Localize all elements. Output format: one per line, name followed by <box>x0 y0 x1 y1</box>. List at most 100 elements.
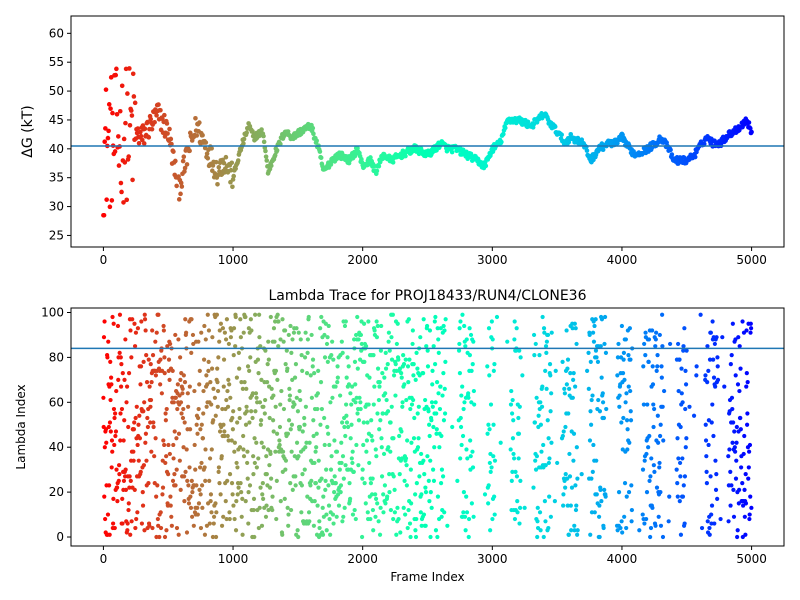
delta-g-point <box>156 102 161 107</box>
lambda-point <box>720 335 725 340</box>
lambda-point <box>325 335 330 340</box>
lambda-point <box>509 478 514 483</box>
lambda-point <box>265 362 270 367</box>
lambda-point <box>389 357 395 362</box>
lambda-point <box>392 510 397 515</box>
lambda-point <box>264 454 269 459</box>
lambda-point <box>264 503 269 508</box>
delta-g-point <box>127 66 132 71</box>
lambda-point <box>358 406 363 412</box>
lambda-point <box>293 474 298 479</box>
lambda-point <box>271 393 276 398</box>
lambda-point <box>381 510 386 515</box>
lambda-x-tick-label: 5000 <box>736 552 767 566</box>
lambda-point <box>232 440 237 445</box>
lambda-point <box>375 366 381 371</box>
lambda-point <box>128 478 133 483</box>
delta-g-point <box>136 141 142 146</box>
lambda-point <box>655 353 660 358</box>
lambda-point <box>391 436 396 441</box>
lambda-point <box>225 478 230 483</box>
lambda-point <box>294 326 299 331</box>
lambda-point <box>748 321 753 326</box>
lambda-point <box>640 467 646 472</box>
delta-g-point <box>103 126 108 131</box>
lambda-point <box>588 359 593 364</box>
lambda-point <box>458 456 463 461</box>
lambda-point <box>169 514 174 519</box>
lambda-point <box>376 519 381 524</box>
lambda-point <box>339 339 344 344</box>
lambda-point <box>302 422 307 427</box>
lambda-point <box>215 404 220 409</box>
lambda-point <box>541 442 546 448</box>
delta-g-point <box>566 139 572 145</box>
lambda-point <box>103 516 108 522</box>
lambda-point <box>199 422 204 427</box>
delta-g-point <box>223 154 229 160</box>
lambda-point <box>544 386 549 391</box>
lambda-point <box>256 525 261 531</box>
lambda-point <box>596 514 602 519</box>
lambda-point <box>171 400 176 405</box>
lambda-point <box>138 382 143 387</box>
lambda-point <box>404 463 409 468</box>
lambda-point <box>734 458 739 463</box>
delta-g-point <box>179 184 185 189</box>
lambda-point <box>675 494 680 499</box>
lambda-point <box>571 431 577 436</box>
lambda-point <box>346 424 351 430</box>
lambda-point <box>254 440 259 445</box>
lambda-point <box>125 521 130 526</box>
lambda-point <box>249 409 254 414</box>
lambda-point <box>135 442 140 448</box>
delta-g-point <box>141 141 147 146</box>
delta-g-point <box>109 198 115 203</box>
delta-g-point <box>184 162 190 167</box>
lambda-point <box>618 525 623 531</box>
lambda-point <box>628 357 633 362</box>
lambda-point <box>362 359 367 364</box>
lambda-point <box>438 326 443 331</box>
lambda-point <box>137 436 143 441</box>
lambda-point <box>381 451 387 457</box>
lambda-point <box>661 438 666 443</box>
lambda-point <box>464 337 469 342</box>
lambda-point <box>217 429 223 434</box>
lambda-point <box>224 317 230 322</box>
lambda-point <box>108 429 113 434</box>
lambda-point <box>715 496 720 501</box>
lambda-point <box>466 391 471 396</box>
lambda-point <box>143 440 148 445</box>
lambda-point <box>287 386 292 391</box>
lambda-point <box>544 339 549 344</box>
lambda-point <box>248 355 253 360</box>
lambda-point <box>401 362 407 367</box>
lambda-point <box>438 384 443 389</box>
lambda-point <box>319 406 324 412</box>
lambda-point <box>285 431 291 436</box>
lambda-point <box>199 330 204 335</box>
lambda-point <box>230 492 235 497</box>
lambda-point <box>292 375 298 380</box>
lambda-point <box>325 424 330 430</box>
lambda-point <box>468 454 473 459</box>
lambda-point <box>315 503 320 508</box>
lambda-point <box>428 458 433 463</box>
lambda-point <box>714 472 719 477</box>
lambda-point <box>213 413 218 418</box>
lambda-point <box>362 481 367 486</box>
lambda-point <box>536 413 541 418</box>
lambda-point <box>214 510 219 515</box>
lambda-point <box>748 494 753 499</box>
lambda-point <box>150 525 155 531</box>
delta-g-point <box>228 167 234 173</box>
lambda-point <box>293 483 298 488</box>
delta-g-point <box>174 183 179 189</box>
lambda-point <box>175 382 180 387</box>
lambda-point <box>162 442 167 448</box>
lambda-point <box>215 366 220 371</box>
lambda-point <box>218 321 224 326</box>
lambda-point <box>199 460 204 466</box>
